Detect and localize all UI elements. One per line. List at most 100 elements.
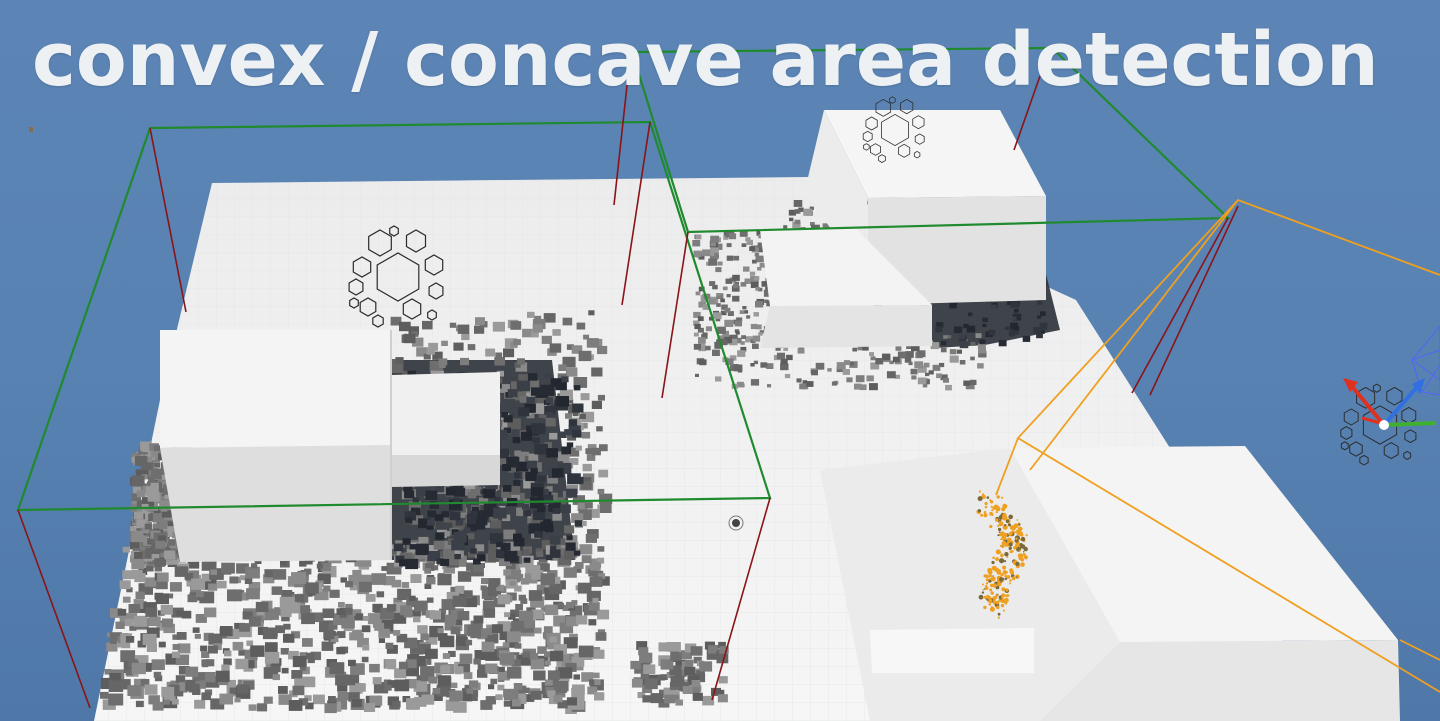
debris-cube (354, 613, 364, 621)
debris-cube (455, 519, 464, 526)
debris-cube (210, 569, 217, 575)
debris-cube (281, 667, 289, 674)
debris-cube (588, 602, 600, 611)
debris-cube (644, 678, 658, 690)
debris-cube (420, 633, 429, 641)
debris-cube (310, 651, 322, 661)
debris-cube (346, 674, 360, 686)
debris-cube (493, 429, 508, 441)
debris-cube (275, 625, 285, 634)
debris-cube (733, 283, 739, 288)
debris-cube (639, 652, 653, 664)
debris-cube (475, 317, 485, 326)
debris-cube (137, 640, 147, 648)
debris-cube (144, 451, 156, 461)
debris-cube (406, 597, 419, 608)
debris-cube (151, 659, 165, 670)
debris-cube (154, 558, 165, 567)
debris-cube (557, 462, 572, 474)
debris-cube (159, 500, 172, 511)
debris-cube (643, 664, 656, 674)
debris-cube (341, 617, 355, 629)
debris-cube (755, 301, 764, 308)
debris-cube (255, 601, 269, 612)
debris-cube (710, 242, 716, 247)
debris-cube (100, 691, 109, 699)
debris-cube (424, 568, 432, 574)
debris-cube (141, 513, 150, 521)
debris-cube (237, 684, 246, 691)
debris-cube (146, 486, 159, 497)
debris-cube (836, 367, 843, 373)
debris-cube (350, 663, 365, 675)
debris-cube (534, 530, 543, 538)
debris-cube (695, 373, 699, 377)
debris-cube (125, 636, 135, 643)
debris-cube (387, 680, 398, 688)
debris-cube (540, 573, 556, 585)
debris-cube (904, 357, 912, 363)
debris-cube (457, 324, 470, 334)
debris-cube (498, 666, 505, 672)
debris-cube (426, 348, 435, 355)
debris-cube (292, 685, 305, 696)
debris-cube (558, 554, 572, 566)
debris-cube (549, 678, 559, 686)
debris-cube (154, 565, 162, 572)
debris-cube (239, 575, 246, 581)
debris-cube (165, 653, 180, 665)
debris-cube (575, 562, 584, 569)
debris-cube (691, 680, 701, 687)
debris-cube (571, 600, 578, 605)
debris-cube (208, 583, 218, 591)
debris-cube (783, 225, 788, 229)
debris-cube (476, 516, 488, 526)
debris-cube (530, 596, 545, 608)
debris-cube (155, 540, 166, 549)
debris-cube (715, 376, 722, 382)
debris-cube (969, 379, 977, 385)
debris-cube (199, 591, 215, 604)
debris-cube (178, 666, 190, 675)
debris-cube (1022, 335, 1031, 342)
debris-cube (202, 662, 209, 668)
debris-cube (982, 317, 988, 323)
debris-cube (361, 656, 369, 663)
debris-cube (598, 576, 610, 586)
debris-cube (147, 491, 160, 502)
debris-cube (827, 368, 832, 372)
debris-cube (514, 585, 522, 592)
debris-cube (384, 684, 392, 691)
debris-cube (470, 548, 477, 554)
debris-cube (409, 595, 416, 601)
debris-cube (905, 351, 914, 358)
debris-cube (134, 678, 146, 689)
debris-cube (445, 699, 460, 711)
debris-cube (433, 483, 445, 493)
debris-cube (699, 661, 713, 672)
debris-cube (786, 354, 793, 361)
debris-cube (663, 687, 677, 698)
debris-cube (223, 658, 232, 666)
debris-cube (374, 622, 385, 631)
debris-cube (963, 323, 969, 329)
debris-cube (499, 384, 510, 393)
debris-cube (546, 448, 558, 458)
debris-cube (723, 235, 729, 240)
debris-cube (515, 451, 529, 463)
debris-cube (130, 541, 140, 550)
debris-cube (493, 507, 507, 519)
debris-cube (936, 373, 942, 379)
debris-cube (718, 676, 728, 684)
debris-cube (728, 233, 737, 240)
debris-cube (681, 650, 692, 659)
light-source-icon[interactable] (728, 515, 744, 531)
debris-cube (709, 252, 719, 260)
debris-cube (537, 505, 546, 513)
transform-gizmo-icon[interactable] (1343, 325, 1440, 430)
debris-cube (638, 647, 649, 656)
debris-cube (576, 322, 586, 330)
debris-cube (208, 633, 223, 645)
